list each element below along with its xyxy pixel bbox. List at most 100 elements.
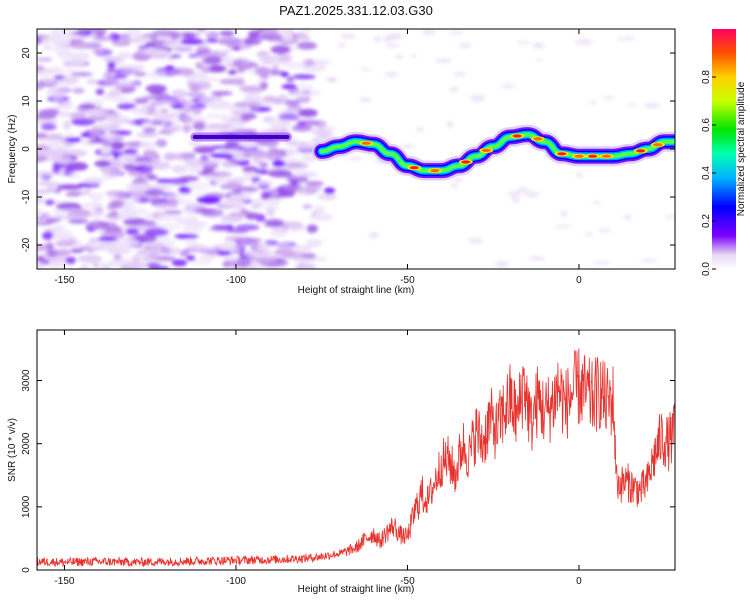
noise-blob — [118, 210, 139, 218]
noise-blob — [193, 145, 216, 154]
noise-blob — [192, 110, 202, 115]
noise-blob — [117, 51, 133, 60]
noise-blob — [217, 37, 243, 46]
noise-blob — [233, 154, 246, 162]
noise-blob — [230, 228, 249, 234]
noise-blob — [348, 156, 362, 161]
noise-blob — [305, 180, 324, 187]
noise-blob — [106, 92, 120, 97]
noise-blob — [209, 152, 234, 159]
noise-blob — [317, 133, 330, 140]
y-tick-label: 0 — [21, 567, 32, 573]
noise-blob — [269, 118, 286, 126]
noise-blob — [324, 125, 337, 130]
noise-blob — [143, 149, 158, 156]
noise-blob — [131, 107, 149, 115]
noise-blob — [266, 208, 275, 217]
noise-blob — [446, 121, 454, 128]
noise-blob — [139, 141, 157, 149]
noise-blob — [234, 77, 246, 87]
noise-blob — [192, 121, 206, 131]
noise-blob — [54, 240, 76, 247]
noise-blob — [561, 210, 568, 217]
noise-blob — [70, 248, 83, 253]
noise-blob — [214, 91, 223, 97]
y-tick-label: 3000 — [21, 369, 32, 392]
noise-blob — [202, 55, 222, 65]
noise-blob — [163, 152, 176, 161]
noise-blob — [259, 55, 276, 65]
noise-blob — [37, 36, 43, 45]
noise-blob — [37, 181, 62, 186]
noise-blob — [315, 120, 327, 129]
noise-blob — [584, 232, 594, 237]
noise-blob — [255, 169, 269, 175]
noise-blob — [71, 118, 96, 126]
noise-blob — [368, 232, 380, 239]
noise-blob — [154, 109, 163, 115]
noise-blob — [222, 261, 232, 268]
noise-blob — [37, 132, 48, 139]
noise-blob — [242, 165, 259, 174]
noise-blob — [157, 214, 182, 221]
noise-blob — [56, 184, 83, 190]
noise-blob — [136, 132, 159, 138]
noise-blob — [37, 196, 45, 205]
noise-blob — [255, 180, 275, 186]
noise-blob — [302, 172, 319, 177]
snr-series-line — [37, 348, 675, 568]
noise-blob — [47, 248, 59, 258]
noise-blob — [200, 95, 222, 104]
noise-blob — [296, 144, 315, 149]
noise-blob — [280, 72, 289, 77]
noise-blob — [593, 261, 610, 265]
noise-blob — [245, 213, 258, 220]
noise-blob — [107, 61, 116, 69]
signal-hotspot-core — [430, 169, 440, 173]
noise-blob — [188, 244, 207, 251]
noise-blob — [113, 254, 122, 260]
noise-blob — [290, 244, 312, 253]
signal-hotspot-core — [636, 149, 646, 153]
noise-blob — [511, 196, 520, 203]
noise-blob — [528, 256, 546, 261]
noise-blob — [535, 58, 543, 62]
spectrogram-y-axis: -20 -10 0 10 20 — [21, 47, 675, 252]
noise-blob — [144, 71, 166, 80]
spectrogram-y-label: Frequency (Hz) — [7, 115, 18, 184]
y-tick-label: 0 — [21, 146, 32, 152]
noise-blob — [204, 113, 231, 119]
noise-blob — [297, 29, 312, 34]
noise-blob — [272, 160, 286, 168]
spectrogram-noise-field — [37, 29, 675, 269]
noise-blob — [106, 196, 132, 201]
noise-blob — [86, 220, 110, 230]
figure-title: PAZ1.2025.331.12.03.G30 — [279, 3, 433, 18]
noise-blob — [220, 219, 229, 225]
noise-blob — [55, 249, 71, 257]
noise-blob — [116, 60, 127, 69]
noise-blob — [281, 249, 294, 259]
noise-blob — [40, 122, 57, 131]
noise-blob — [219, 199, 245, 206]
noise-blob — [62, 120, 72, 130]
noise-blob — [60, 75, 79, 85]
noise-blob — [264, 239, 279, 247]
signal-hotspot-core — [601, 154, 611, 158]
x-tick-label: -100 — [226, 275, 246, 286]
noise-blob — [51, 208, 65, 216]
colorbar-tick-label: 0.4 — [701, 166, 712, 180]
noise-blob — [163, 123, 185, 132]
noise-blob — [264, 33, 282, 42]
noise-blob — [52, 95, 64, 101]
noise-blob — [178, 115, 191, 120]
noise-blob — [240, 139, 256, 149]
x-tick-label: -50 — [400, 576, 415, 587]
noise-blob — [296, 95, 311, 104]
noise-blob — [385, 43, 400, 48]
noise-blob — [591, 201, 602, 205]
noise-blob — [257, 151, 282, 160]
noise-blob — [182, 124, 192, 133]
noise-blob — [231, 46, 241, 51]
